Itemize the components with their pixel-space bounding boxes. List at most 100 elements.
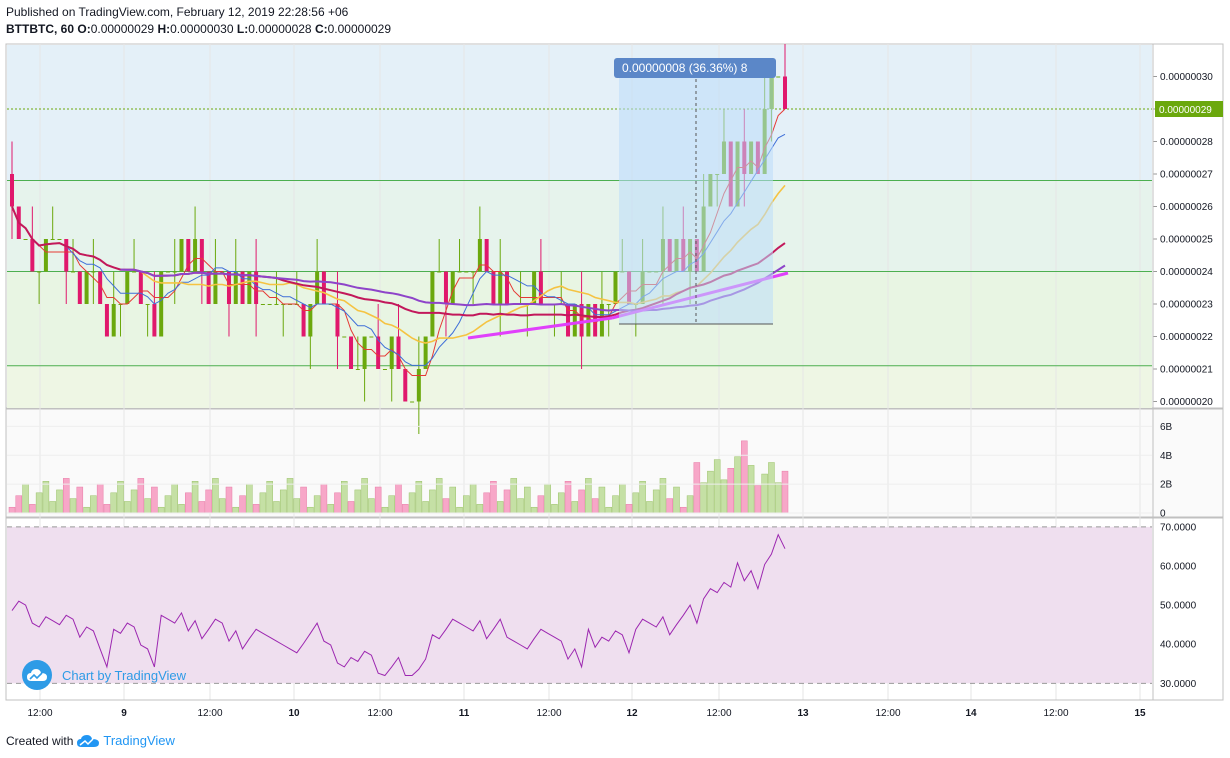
volume-bar [327,504,334,514]
volume-bar [341,481,348,514]
volume-bar [157,506,165,514]
candle-body [403,369,408,402]
candle-body [64,239,69,272]
tradingview-brand[interactable]: TradingView [103,733,175,748]
volume-bar [124,501,131,514]
volume-bar [761,473,768,514]
volume-bar [483,492,490,514]
volume-bar [49,501,56,514]
price-band-top [7,45,1152,181]
volume-bar [164,495,172,514]
volume-bar [469,483,477,514]
ohlc-line: BTTBTC, 60 O:0.00000029 H:0.00000030 L:0… [6,22,391,36]
price-tick-label: 0.00000030 [1160,72,1213,83]
x-tick-label: 10 [288,708,300,719]
candle-body [362,336,367,369]
volume-bar [768,462,775,514]
candle-body [443,271,448,304]
volume-bar [252,504,260,514]
low-value: 0.00000028 [248,22,312,36]
last-price-badge [1155,101,1223,117]
candle-body [98,271,103,304]
volume-bar [571,501,579,514]
volume-bar [700,482,707,514]
candle-body [104,304,109,337]
footer: Created with TradingView [6,733,175,748]
volume-bar [273,501,280,514]
volume-bar [720,479,728,514]
candle-body [376,336,381,369]
volume-bar [632,492,640,514]
volume-bar [35,492,43,514]
candle-body [125,271,130,304]
volume-tick-label: 0 [1160,509,1166,520]
candle-body [437,271,442,273]
price-tick-label: 0.00000027 [1160,170,1213,181]
volume-bar [22,483,29,514]
volume-bar [564,481,572,514]
volume-bar [476,504,484,514]
volume-bar [368,498,375,514]
volume-bar [191,481,199,514]
candle-body [369,336,374,338]
volume-bar [313,495,321,514]
candle-body [389,336,394,369]
candle-body [206,271,211,304]
volume-bar [551,504,558,514]
candle-body [193,239,198,272]
candle-body [233,271,238,304]
volume-bar [395,483,402,514]
candle-body [301,304,306,337]
candle-body [410,401,415,403]
volume-bar [707,470,714,514]
high-label: H: [157,22,171,36]
volume-bar [144,498,151,514]
volume-bar [239,495,246,514]
volume-bar [185,492,192,514]
price-band-bottom [7,365,1152,408]
candle-body [484,239,489,272]
candle-body [132,271,137,273]
volume-bar [530,506,538,514]
x-tick-label: 12:00 [706,708,731,719]
volume-bar [747,465,755,514]
candle-body [199,239,204,272]
x-tick-label: 12 [626,708,638,719]
watermark-text[interactable]: Chart by TradingView [62,667,187,683]
x-tick-label: 11 [459,708,470,719]
candle-body [464,271,469,273]
x-tick-label: 9 [121,708,127,719]
candle-body [165,271,170,273]
candle-body [91,271,96,273]
candle-body [308,304,313,337]
volume-bar [232,506,240,514]
volume-bar [585,478,592,514]
watermark: Chart by TradingView [22,660,186,690]
volume-bar [686,495,694,514]
published-line: Published on TradingView.com, February 1… [6,5,349,19]
volume-tick-label: 4B [1160,451,1173,462]
volume-bar [503,489,511,514]
volume-bar [415,481,423,514]
volume-bar [307,506,314,514]
volume-bar [713,459,721,514]
volume-bar [205,489,212,514]
candle-body [423,336,428,369]
symbol-label[interactable]: BTTBTC, 60 [6,22,75,36]
rsi-band [7,526,1152,684]
candle-body [226,271,231,304]
candle-body [498,271,503,304]
candle-body [504,271,509,304]
volume-bar [456,506,463,514]
volume-bar [781,470,789,514]
price-tick-label: 0.00000021 [1160,365,1213,376]
volume-bar [646,501,653,514]
volume-bar [605,506,612,514]
volume-bar [524,486,531,514]
volume-tick-label: 6B [1160,422,1173,433]
volume-bar [693,462,701,514]
close-label: C: [314,22,328,36]
volume-bar [62,478,70,514]
volume-bar [537,495,545,514]
